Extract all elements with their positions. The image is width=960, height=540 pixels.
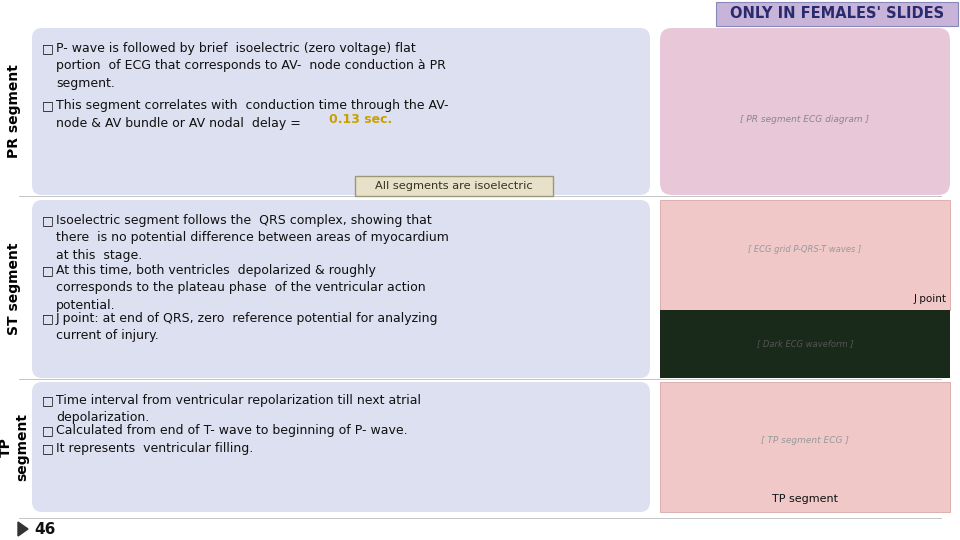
Text: TP segment: TP segment <box>772 494 838 504</box>
Text: Isoelectric segment follows the  QRS complex, showing that
there  is no potentia: Isoelectric segment follows the QRS comp… <box>56 214 449 262</box>
Text: 0.13 sec.: 0.13 sec. <box>329 113 393 126</box>
Text: □: □ <box>42 312 54 325</box>
FancyBboxPatch shape <box>32 200 650 378</box>
Text: [ TP segment ECG ]: [ TP segment ECG ] <box>761 436 849 445</box>
Text: P- wave is followed by brief  isoelectric (zero voltage) flat
portion  of ECG th: P- wave is followed by brief isoelectric… <box>56 42 445 90</box>
Text: □: □ <box>42 394 54 407</box>
FancyBboxPatch shape <box>660 28 950 195</box>
Text: This segment correlates with  conduction time through the AV-
node & AV bundle o: This segment correlates with conduction … <box>56 99 448 130</box>
Text: 46: 46 <box>34 522 56 537</box>
Text: ONLY IN FEMALES' SLIDES: ONLY IN FEMALES' SLIDES <box>730 6 944 22</box>
Polygon shape <box>18 522 28 536</box>
FancyBboxPatch shape <box>32 28 650 195</box>
Text: □: □ <box>42 442 54 455</box>
Text: Calculated from end of T- wave to beginning of P- wave.: Calculated from end of T- wave to beginn… <box>56 424 408 437</box>
Text: □: □ <box>42 99 54 112</box>
Text: All segments are isoelectric: All segments are isoelectric <box>375 181 533 191</box>
Text: □: □ <box>42 42 54 55</box>
Text: TP
segment: TP segment <box>0 413 29 481</box>
Bar <box>660 200 950 310</box>
Bar <box>660 382 950 512</box>
Text: [ ECG grid P-QRS-T waves ]: [ ECG grid P-QRS-T waves ] <box>749 245 862 254</box>
Bar <box>355 176 553 196</box>
Text: □: □ <box>42 264 54 277</box>
Text: J point: J point <box>914 294 947 304</box>
Text: It represents  ventricular filling.: It represents ventricular filling. <box>56 442 253 455</box>
Text: □: □ <box>42 214 54 227</box>
Text: [ Dark ECG waveform ]: [ Dark ECG waveform ] <box>756 340 853 348</box>
Text: J point: at end of QRS, zero  reference potential for analyzing
current of injur: J point: at end of QRS, zero reference p… <box>56 312 439 342</box>
Text: [ PR segment ECG diagram ]: [ PR segment ECG diagram ] <box>740 116 870 124</box>
Text: Time interval from ventricular repolarization till next atrial
depolarization.: Time interval from ventricular repolariz… <box>56 394 421 424</box>
Bar <box>660 310 950 378</box>
Text: PR segment: PR segment <box>7 65 21 158</box>
Text: At this time, both ventricles  depolarized & roughly
corresponds to the plateau : At this time, both ventricles depolarize… <box>56 264 425 312</box>
FancyBboxPatch shape <box>32 382 650 512</box>
Text: ST segment: ST segment <box>7 243 21 335</box>
Bar <box>716 2 958 26</box>
Text: □: □ <box>42 424 54 437</box>
